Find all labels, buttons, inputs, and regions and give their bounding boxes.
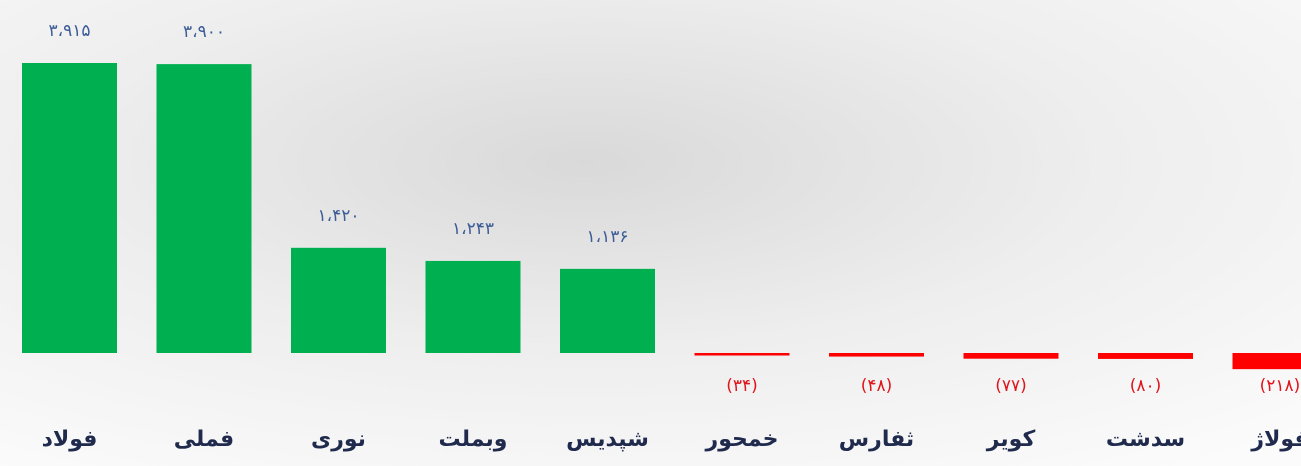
category-label: ثفارس [839, 427, 914, 452]
category-label: خمحور [705, 427, 779, 452]
category-label: شپدیس [566, 427, 649, 452]
bar [963, 353, 1059, 359]
category-label: فملی [174, 427, 234, 452]
bar [425, 260, 521, 353]
bar [291, 247, 386, 353]
category-label: نوری [311, 427, 366, 452]
bar [1232, 353, 1301, 370]
category-label: فولاد [42, 427, 98, 452]
value-label: ۱،۴۲۰ [317, 206, 359, 226]
category-label: وبملت [439, 427, 508, 452]
value-label: (۴۸) [861, 376, 893, 396]
plot-area: ۳،۹۱۵ فولاد ۳،۹۰۰ فملی ۱،۴۲۰ نوری ۱،۲۴۳ وبملت ۱،… [22, 21, 1301, 452]
bar [829, 353, 924, 357]
value-label: (۸۰) [1130, 376, 1162, 396]
value-label: (۲۱۸) [1260, 376, 1301, 396]
value-label: ۱،۲۴۳ [452, 219, 494, 239]
category-label: سدشت [1106, 427, 1185, 452]
category-label: کویر [986, 427, 1036, 452]
value-label: (۷۷) [995, 376, 1027, 396]
bar [1098, 353, 1193, 359]
value-label: (۳۴) [726, 376, 758, 396]
bar [22, 63, 117, 353]
bar [156, 64, 252, 353]
bar [694, 353, 790, 356]
category-label: فولاژ [1250, 427, 1301, 452]
value-label: ۳،۹۰۰ [183, 22, 225, 42]
bar [560, 268, 655, 353]
value-label: ۱،۱۳۶ [586, 227, 628, 247]
value-label: ۳،۹۱۵ [48, 21, 90, 41]
